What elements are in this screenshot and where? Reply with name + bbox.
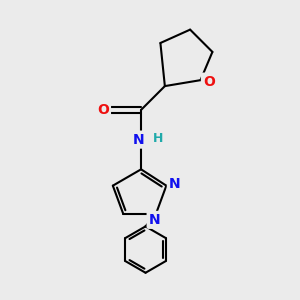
Text: N: N (148, 213, 160, 227)
Text: N: N (169, 177, 181, 191)
Text: O: O (203, 75, 215, 88)
Text: H: H (153, 132, 164, 145)
Text: O: O (97, 103, 109, 117)
Text: N: N (133, 133, 145, 147)
